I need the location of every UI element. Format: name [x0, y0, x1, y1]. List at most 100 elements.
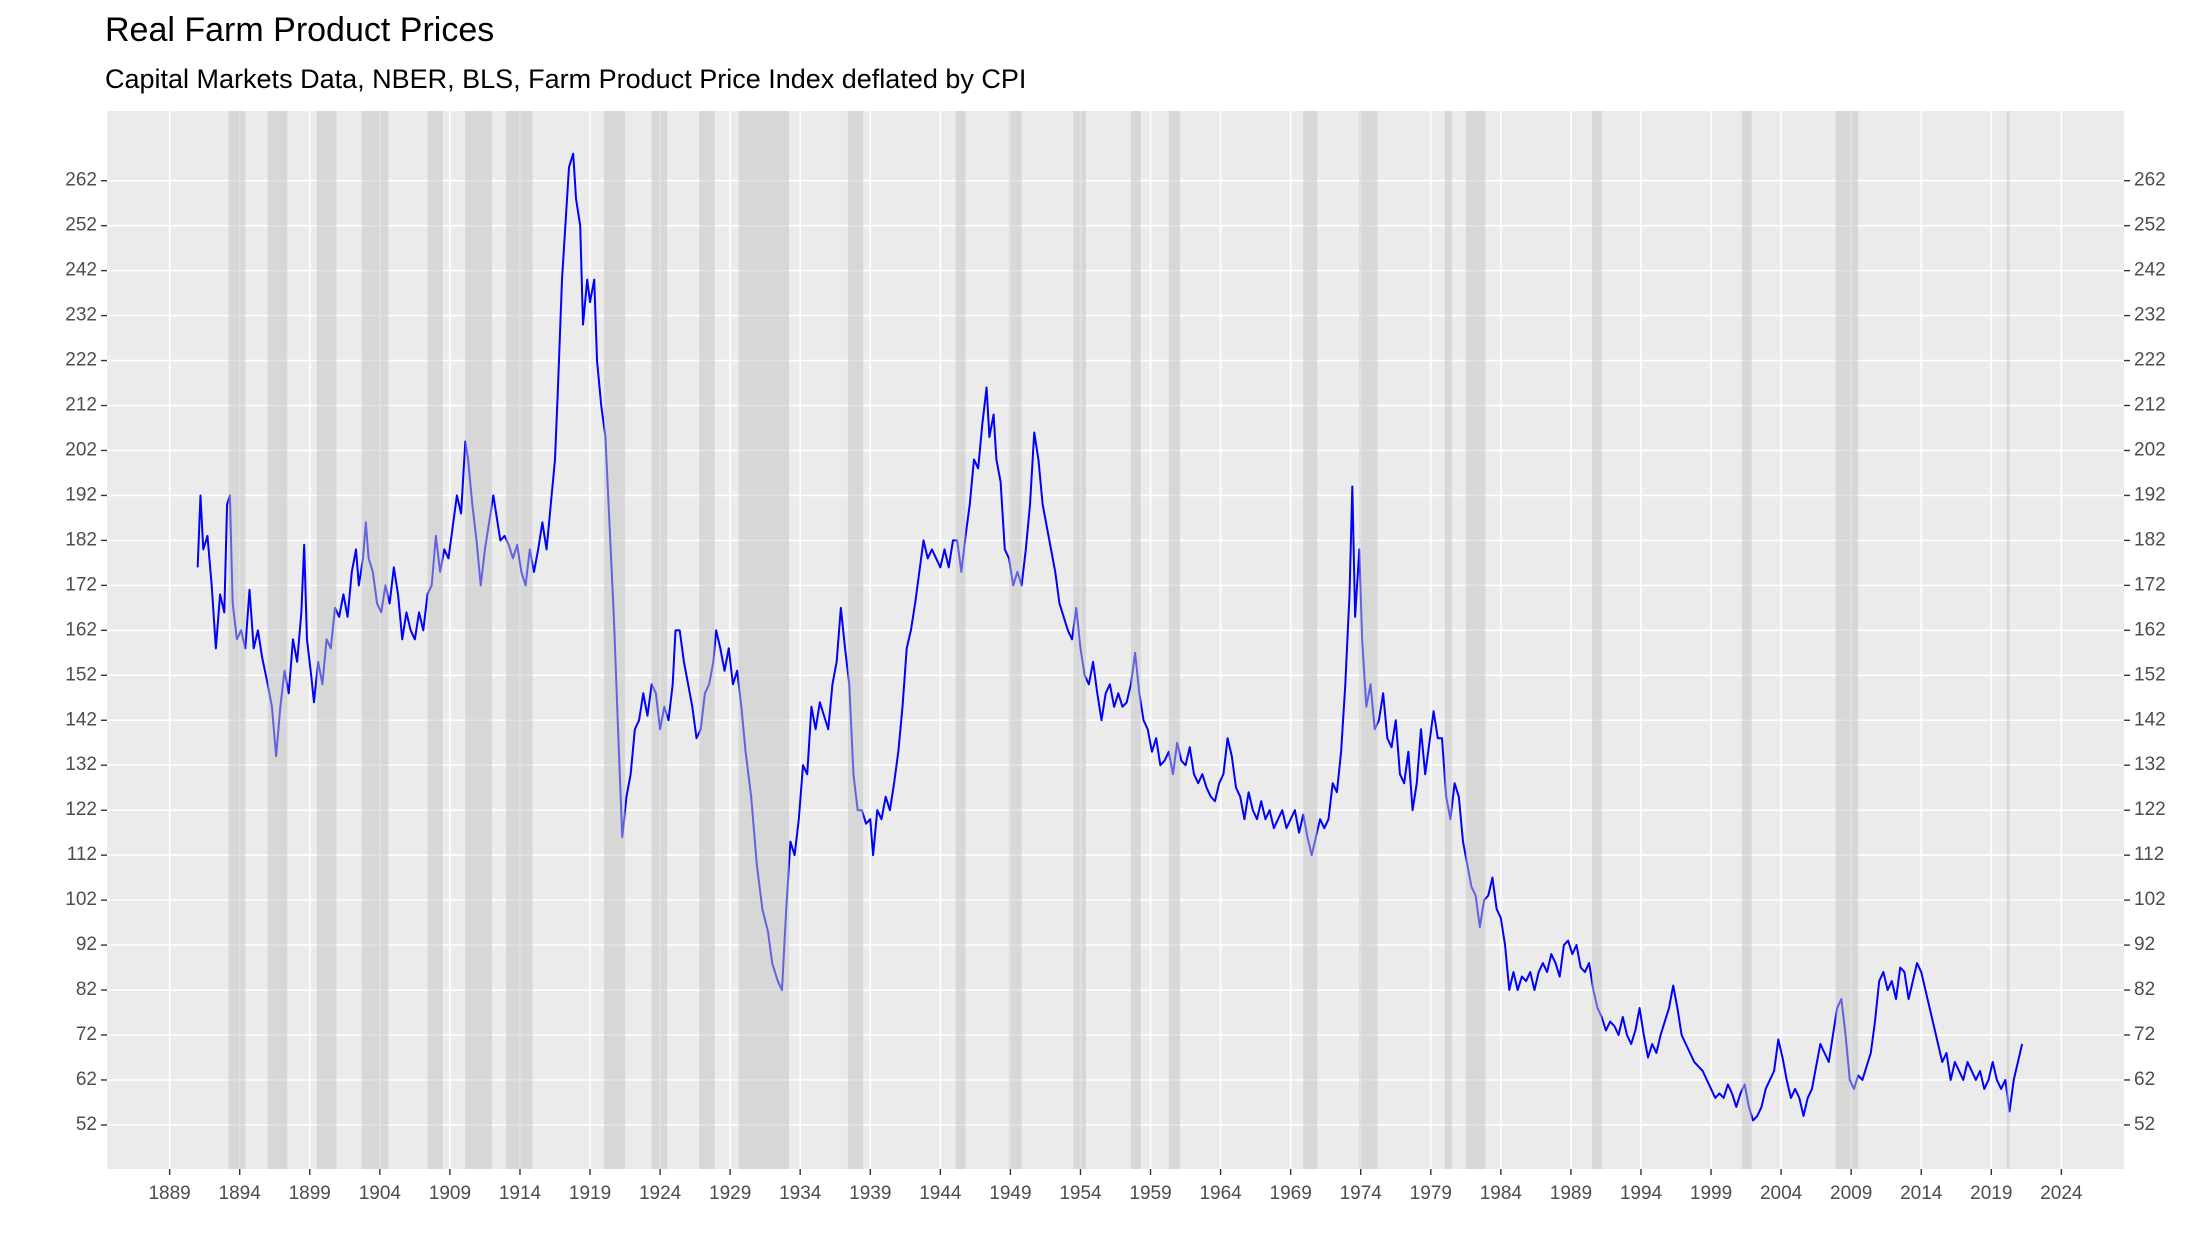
y2-tick-label: 82	[2134, 979, 2155, 1000]
y-tick-label: 72	[76, 1024, 97, 1045]
x-tick-label: 1934	[779, 1183, 822, 1204]
chart-title: Real Farm Product Prices	[105, 11, 494, 49]
y-tick-label: 252	[65, 215, 97, 236]
x-tick-label: 1949	[989, 1183, 1031, 1204]
y-tick-label: 52	[76, 1114, 97, 1135]
x-tick-label: 1989	[1550, 1183, 1592, 1204]
recession-band	[847, 111, 864, 1169]
recession-band	[2006, 111, 2010, 1169]
x-tick-label: 2009	[1830, 1183, 1872, 1204]
x-tick-label: 1969	[1270, 1183, 1312, 1204]
y2-tick-label: 152	[2134, 664, 2166, 685]
y-tick-label: 112	[67, 844, 97, 865]
x-tick-label: 1924	[639, 1183, 682, 1204]
recession-band	[505, 111, 533, 1169]
recession-band	[316, 111, 337, 1169]
y-tick-label: 172	[65, 574, 97, 595]
y-tick-label: 142	[65, 709, 97, 730]
recession-band	[1591, 111, 1602, 1169]
x-tick-label: 1954	[1059, 1183, 1102, 1204]
x-tick-label: 1909	[429, 1183, 471, 1204]
recession-band	[738, 111, 790, 1169]
y-tick-label: 102	[65, 889, 97, 910]
x-tick-label: 1999	[1690, 1183, 1732, 1204]
plot-panel	[107, 111, 2124, 1169]
recession-band	[465, 111, 492, 1169]
recession-band	[1465, 111, 1486, 1169]
recession-band	[228, 111, 246, 1169]
y2-tick-label: 162	[2134, 619, 2166, 640]
recession-band	[955, 111, 966, 1169]
x-tick-label: 1894	[219, 1183, 262, 1204]
y-tick-label: 162	[65, 619, 97, 640]
x-tick-label: 1939	[849, 1183, 891, 1204]
x-tick-label: 2024	[2040, 1183, 2083, 1204]
y-tick-label: 82	[76, 979, 97, 1000]
x-tick-label: 1964	[1199, 1183, 1242, 1204]
y-tick-label: 152	[65, 664, 97, 685]
y-tick-label: 242	[65, 260, 97, 281]
y2-tick-label: 252	[2134, 215, 2166, 236]
recession-band	[267, 111, 288, 1169]
x-tick-label: 2014	[1900, 1183, 1943, 1204]
y2-tick-label: 62	[2134, 1069, 2155, 1090]
y-tick-label: 262	[65, 170, 97, 191]
recession-band	[427, 111, 443, 1169]
recession-band	[1444, 111, 1452, 1169]
y-tick-label: 212	[65, 395, 97, 416]
y2-tick-label: 92	[2134, 934, 2155, 955]
recession-band	[699, 111, 715, 1169]
y2-tick-label: 102	[2134, 889, 2166, 910]
y2-tick-label: 212	[2134, 395, 2166, 416]
x-tick-label: 1959	[1129, 1183, 1171, 1204]
y2-tick-label: 192	[2134, 484, 2166, 505]
y2-tick-label: 202	[2134, 439, 2166, 460]
y2-tick-label: 172	[2134, 574, 2166, 595]
y2-tick-label: 182	[2134, 529, 2166, 550]
recession-band	[1741, 111, 1752, 1169]
recession-band	[1303, 111, 1318, 1169]
recession-band	[651, 111, 668, 1169]
x-tick-label: 1974	[1340, 1183, 1383, 1204]
x-tick-label: 1919	[569, 1183, 611, 1204]
x-tick-label: 1899	[289, 1183, 331, 1204]
y-tick-label: 202	[65, 439, 97, 460]
recession-band	[1009, 111, 1022, 1169]
x-tick-label: 1889	[148, 1183, 190, 1204]
y2-tick-label: 132	[2134, 754, 2166, 775]
chart-subtitle: Capital Markets Data, NBER, BLS, Farm Pr…	[105, 64, 1026, 94]
y2-tick-label: 72	[2134, 1024, 2155, 1045]
y-tick-label: 182	[65, 529, 97, 550]
y-tick-label: 62	[76, 1069, 97, 1090]
y-tick-label: 122	[65, 799, 97, 820]
y2-tick-label: 242	[2134, 260, 2166, 281]
x-tick-label: 1979	[1410, 1183, 1452, 1204]
x-tick-label: 2004	[1760, 1183, 1803, 1204]
recession-band	[604, 111, 626, 1169]
y-tick-label: 192	[65, 484, 97, 505]
x-tick-label: 1914	[499, 1183, 542, 1204]
x-tick-label: 1994	[1620, 1183, 1663, 1204]
y-tick-label: 92	[76, 934, 97, 955]
x-tick-label: 1944	[919, 1183, 962, 1204]
y2-tick-label: 112	[2134, 844, 2164, 865]
recession-band	[361, 111, 389, 1169]
y-tick-label: 222	[65, 350, 97, 371]
x-tick-label: 2019	[1970, 1183, 2012, 1204]
y-tick-label: 132	[65, 754, 97, 775]
y-tick-label: 232	[65, 305, 97, 326]
recession-band	[1073, 111, 1087, 1169]
y2-tick-label: 142	[2134, 709, 2166, 730]
y2-tick-label: 222	[2134, 350, 2166, 371]
x-tick-label: 1984	[1480, 1183, 1523, 1204]
x-tick-label: 1929	[709, 1183, 751, 1204]
y2-tick-label: 262	[2134, 170, 2166, 191]
y2-tick-label: 52	[2134, 1114, 2155, 1135]
x-tick-label: 1904	[359, 1183, 402, 1204]
y2-tick-label: 122	[2134, 799, 2166, 820]
recession-band	[1835, 111, 1859, 1169]
y2-tick-label: 232	[2134, 305, 2166, 326]
recession-band	[1168, 111, 1180, 1169]
